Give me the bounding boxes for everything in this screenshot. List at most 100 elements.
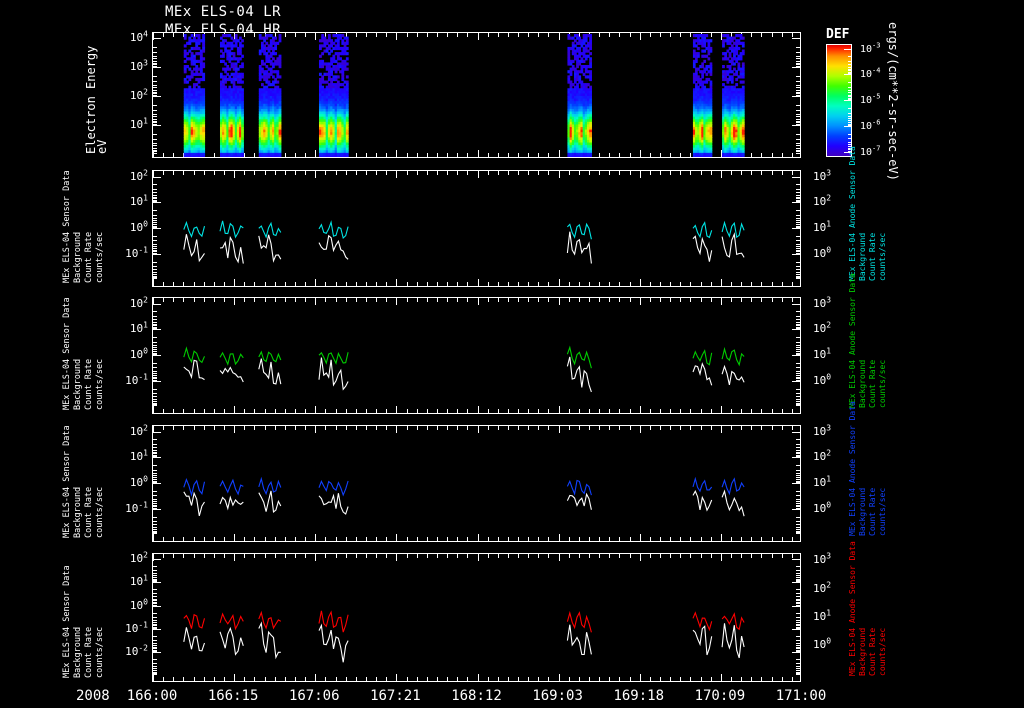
x-tick: [782, 677, 783, 681]
y-tick-minor: [153, 599, 157, 600]
y-axis-label-right: 101: [813, 474, 832, 489]
x-tick: [285, 409, 286, 413]
x-tick: [386, 677, 387, 681]
y-axis-label-left: 10-1: [125, 620, 148, 635]
x-tick: [437, 554, 438, 558]
x-tick: [254, 426, 255, 430]
y-tick-minor: [153, 274, 157, 275]
x-tick: [508, 153, 509, 157]
colorbar-minor-tick: [848, 61, 852, 62]
x-tick: [285, 33, 286, 37]
y-tick-minor: [153, 327, 157, 328]
x-tick: [447, 33, 448, 37]
y-tick-minor: [153, 90, 157, 91]
x-tick: [204, 171, 205, 175]
x-tick: [386, 426, 387, 430]
y-axis-label-left: 101: [129, 116, 148, 131]
y-tick-minor: [796, 659, 800, 660]
x-tick: [599, 33, 600, 37]
x-tick: [346, 171, 347, 175]
y-tick-minor: [153, 570, 157, 571]
y-tick-minor: [153, 505, 157, 506]
x-tick: [741, 298, 742, 302]
y-tick-minor: [796, 114, 800, 115]
x-tick: [173, 537, 174, 541]
y-tick-minor: [796, 399, 800, 400]
x-tick: [325, 171, 326, 175]
y-tick-minor: [796, 347, 800, 348]
y-tick-minor: [796, 439, 800, 440]
y-tick-minor: [153, 347, 157, 348]
y-tick-minor: [796, 95, 800, 96]
y-tick-minor: [153, 278, 157, 279]
panel-right-title: counts/sec: [878, 359, 887, 408]
y-tick-major: [153, 559, 161, 560]
y-tick-minor: [153, 501, 157, 502]
x-tick: [254, 171, 255, 175]
y-axis-label-left: 102: [129, 87, 148, 102]
y-tick-minor: [796, 380, 800, 381]
y-tick-minor: [796, 605, 800, 606]
x-tick: [731, 677, 732, 681]
panel-left-title: Background: [73, 626, 83, 678]
y-tick-minor: [153, 380, 157, 381]
x-tick: [396, 534, 397, 541]
x-tick: [396, 406, 397, 413]
x-tick: [254, 554, 255, 558]
x-tick: [589, 282, 590, 286]
y-tick-major: [792, 202, 800, 203]
y-tick-minor: [796, 184, 800, 185]
x-tick: [670, 282, 671, 286]
y-tick-minor: [796, 670, 800, 671]
x-tick: [488, 153, 489, 157]
panel-right-title: Count Rate: [868, 627, 877, 676]
y-axis-label-left: 100: [129, 474, 148, 489]
x-tick: [396, 33, 397, 40]
x-tick: [467, 171, 468, 175]
x-axis-tick-label: 171:00: [775, 688, 827, 704]
x-tick: [214, 426, 215, 430]
y-tick-minor: [796, 222, 800, 223]
x-tick: [741, 409, 742, 413]
x-tick: [386, 537, 387, 541]
colorbar-minor-tick: [848, 92, 852, 93]
x-tick: [427, 677, 428, 681]
y-tick-minor: [153, 602, 157, 603]
y-axis-label-right: 101: [813, 219, 832, 234]
x-tick: [396, 674, 397, 681]
y-tick-minor: [796, 64, 800, 65]
y-tick-minor: [796, 508, 800, 509]
y-tick-minor: [153, 251, 157, 252]
y-axis-label-right: 100: [813, 245, 832, 260]
colorbar-minor-tick: [848, 90, 852, 91]
x-tick: [731, 282, 732, 286]
panel-right-title: Background: [858, 232, 867, 281]
y-tick-minor: [796, 266, 800, 267]
x-tick: [609, 33, 610, 37]
x-tick: [488, 554, 489, 558]
y-tick-minor: [153, 272, 157, 273]
x-tick: [254, 282, 255, 286]
y-tick-minor: [153, 371, 157, 372]
x-tick: [366, 554, 367, 558]
colorbar-minor-tick: [848, 82, 852, 83]
x-tick: [407, 33, 408, 37]
y-tick-minor: [153, 620, 157, 621]
x-tick: [244, 537, 245, 541]
x-tick: [305, 33, 306, 37]
y-tick-major: [792, 559, 800, 560]
x-axis-tick-label: 168:12: [451, 688, 502, 704]
y-tick-minor: [153, 66, 157, 67]
y-tick-major: [153, 329, 161, 330]
x-tick: [711, 282, 712, 286]
y-tick-minor: [796, 393, 800, 394]
y-tick-minor: [153, 324, 157, 325]
y-tick-minor: [796, 531, 800, 532]
x-tick: [711, 409, 712, 413]
y-tick-minor: [153, 605, 157, 606]
x-tick: [650, 153, 651, 157]
x-tick: [701, 298, 702, 302]
x-tick: [599, 677, 600, 681]
x-tick: [467, 677, 468, 681]
panel-left-title: Background: [73, 358, 83, 410]
